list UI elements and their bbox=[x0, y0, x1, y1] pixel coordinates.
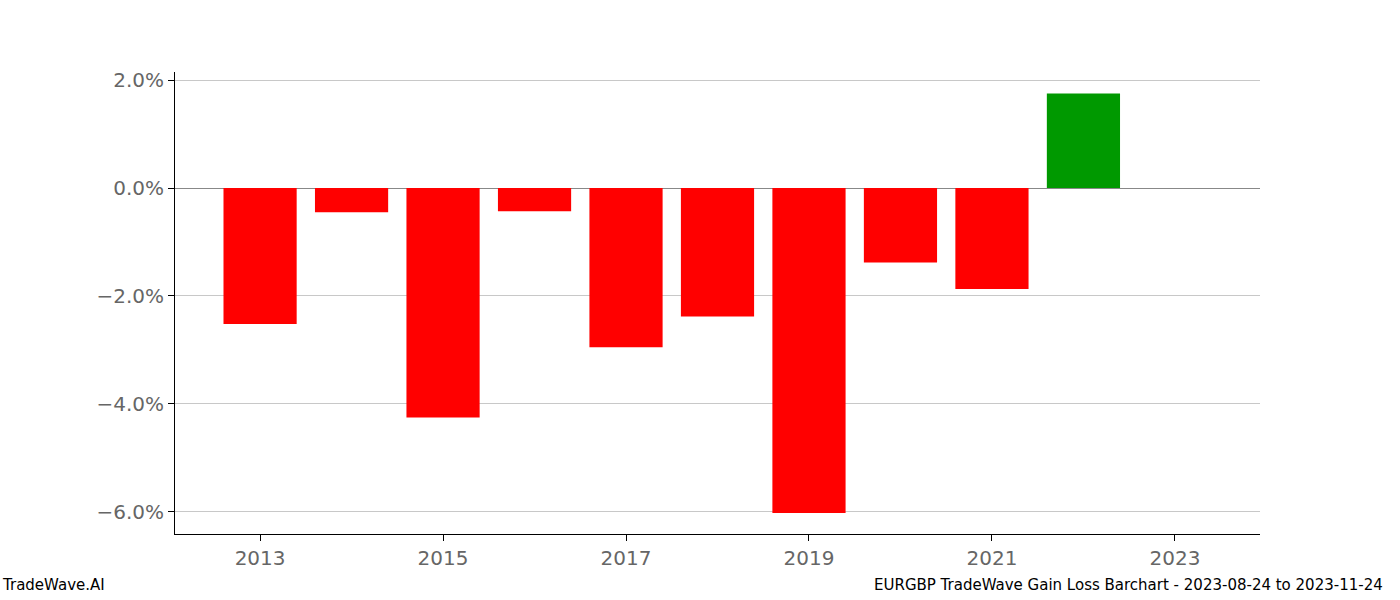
svg-text:2015: 2015 bbox=[418, 546, 469, 570]
svg-text:2019: 2019 bbox=[784, 546, 835, 570]
svg-text:0.0%: 0.0% bbox=[113, 176, 164, 200]
svg-text:−6.0%: −6.0% bbox=[96, 500, 164, 524]
svg-text:2.0%: 2.0% bbox=[113, 68, 164, 92]
svg-text:2017: 2017 bbox=[601, 546, 652, 570]
svg-text:2013: 2013 bbox=[235, 546, 286, 570]
svg-text:−4.0%: −4.0% bbox=[96, 392, 164, 416]
svg-text:2021: 2021 bbox=[966, 546, 1017, 570]
svg-text:2023: 2023 bbox=[1149, 546, 1200, 570]
svg-text:−2.0%: −2.0% bbox=[96, 284, 164, 308]
svg-text:EURGBP TradeWave Gain Loss Bar: EURGBP TradeWave Gain Loss Barchart - 20… bbox=[874, 576, 1383, 594]
svg-text:TradeWave.AI: TradeWave.AI bbox=[2, 576, 105, 594]
